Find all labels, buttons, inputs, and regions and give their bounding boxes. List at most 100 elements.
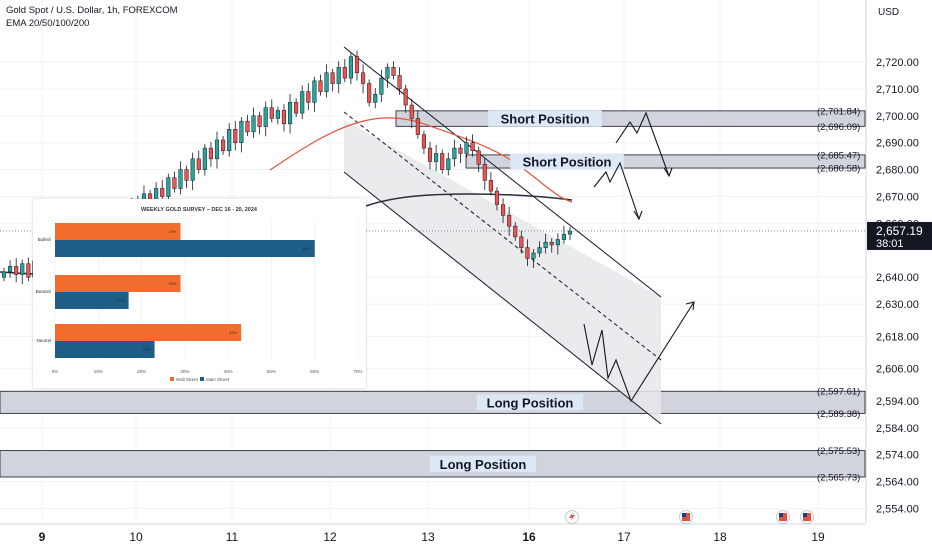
candle-body	[166, 177, 171, 197]
price-tick-label: 2,618.00	[876, 331, 919, 343]
candle-body	[501, 204, 506, 216]
candle-body	[537, 247, 542, 254]
arrow-head	[685, 301, 695, 311]
time-tick-label: 17	[617, 530, 631, 544]
zone-label-bg	[510, 153, 624, 170]
zone-label: Long Position	[440, 457, 527, 472]
candle-body	[397, 75, 402, 90]
lightning-glyph	[569, 512, 575, 522]
price-axis[interactable]: USD 2,554.00 2,564.00 2,574.00 2,584.00 2,594…	[817, 0, 932, 550]
price-tick-label: 2,606.00	[876, 364, 919, 376]
candle-body	[421, 134, 426, 149]
channel-lower-line	[343, 171, 662, 425]
zone-labels: Short Position Short Position Long Positio…	[429, 110, 624, 472]
zone-label: Short Position	[501, 112, 590, 127]
position-zone	[0, 390, 866, 414]
survey-svg: WEEKLY GOLD SURVEY – DEC 16 - 20, 2024 0%…	[36, 207, 363, 382]
survey-bar-wall-street	[55, 223, 181, 240]
survey-bar-label: 29%	[169, 281, 177, 286]
candle-body	[391, 67, 396, 76]
currency-label: USD	[878, 7, 899, 18]
candle-body	[330, 72, 335, 84]
candle-body	[348, 56, 353, 79]
survey-bar-main-street	[55, 341, 155, 358]
candle-body	[1, 271, 7, 278]
survey-bar-main-street	[55, 240, 315, 257]
candle-body	[373, 94, 378, 103]
flag-canton	[779, 513, 783, 517]
candle-body	[367, 83, 372, 103]
candle-body	[190, 158, 195, 181]
candle-body	[482, 163, 487, 181]
candle-body	[318, 80, 323, 92]
forecast-arrows	[583, 111, 695, 403]
zone-label: Short Position	[523, 154, 612, 169]
zone-price-label: (2,685.47)	[817, 150, 860, 161]
forecast-arrow	[583, 301, 695, 403]
candle-body	[300, 91, 305, 114]
candle-body	[275, 110, 280, 119]
candle-body	[196, 158, 201, 170]
candle-body	[251, 115, 256, 133]
descending-channel	[343, 46, 662, 425]
survey-category-label: Bearish	[36, 289, 52, 294]
candle-body	[239, 120, 244, 143]
price-axis-bg	[866, 0, 932, 550]
zone-price-label: (2,597.61)	[817, 387, 860, 398]
price-tick-label: 2,630.00	[876, 299, 919, 311]
candle-body	[8, 266, 13, 273]
ema-50-line	[269, 117, 573, 203]
candle-body	[312, 80, 317, 103]
legend-swatch-main-street	[200, 377, 204, 381]
price-tick-label: 2,690.00	[876, 138, 919, 150]
candle-body	[379, 77, 384, 95]
candle-body	[208, 147, 213, 160]
survey-x-tick: 40%	[224, 369, 233, 374]
current-price-value: 2,657.19	[876, 224, 923, 238]
current-price-tag	[867, 221, 932, 250]
candle-countdown: 38:01	[876, 238, 904, 250]
legend-label-wall-street: Wall Street	[176, 377, 199, 382]
candle-body	[361, 72, 366, 84]
candle-body	[470, 142, 475, 152]
zone-price-label: (2,575.53)	[817, 446, 860, 457]
price-tick-label: 2,594.00	[876, 396, 919, 408]
indicator-legend: EMA 20/50/100/200	[6, 18, 90, 29]
time-tick-label: 18	[713, 530, 727, 544]
candle-body	[446, 158, 451, 170]
time-tick-label: 16	[522, 530, 536, 544]
candle-body	[306, 91, 311, 103]
zone-price-label: (2,680.58)	[817, 164, 860, 175]
candle-body	[494, 190, 500, 205]
event-markers[interactable]	[565, 510, 814, 524]
candle-body	[427, 147, 433, 162]
candle-body	[476, 150, 481, 165]
candle-body	[287, 102, 293, 125]
survey-bar-label: 43%	[229, 330, 237, 335]
candle-body	[178, 169, 183, 189]
candle-body	[160, 188, 165, 197]
time-tick-label: 12	[323, 530, 337, 544]
candle-body	[561, 233, 566, 240]
candle-body	[452, 147, 457, 160]
time-axis-bg	[0, 524, 866, 550]
price-tick-label: 2,710.00	[876, 84, 919, 96]
candle-body	[214, 139, 220, 160]
price-tick-label: 2,700.00	[876, 111, 919, 123]
price-tick-label: 2,640.00	[876, 272, 919, 284]
forecast-arrow	[593, 161, 640, 220]
candle-body	[567, 230, 573, 235]
candle-body	[342, 67, 347, 79]
candle-body	[458, 147, 463, 154]
time-axis[interactable]: 9 10 11 12 13 16 17 18 19	[0, 523, 866, 550]
price-tick-label: 2,554.00	[876, 504, 919, 516]
survey-bar-label: 23%	[143, 347, 151, 352]
survey-x-tick: 0%	[52, 369, 59, 374]
candle-body	[26, 263, 31, 278]
price-tick-label: 2,584.00	[876, 423, 919, 435]
channel-upper-line	[343, 46, 662, 298]
candle-body	[336, 67, 341, 84]
time-tick-label: 11	[226, 530, 239, 544]
zone-label-bg	[476, 394, 584, 411]
